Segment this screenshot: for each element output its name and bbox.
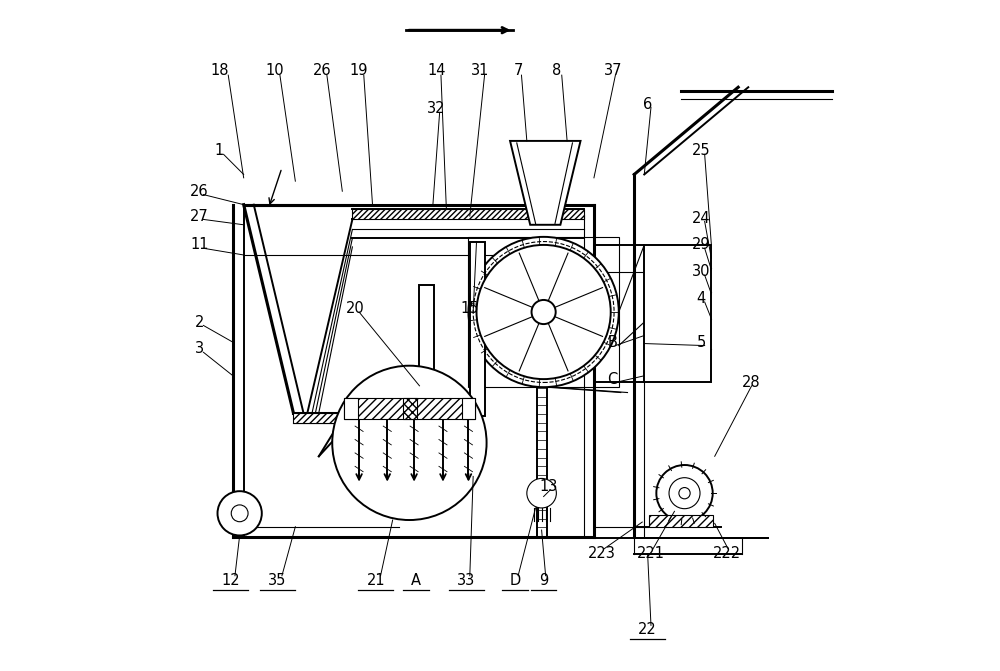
Circle shape <box>532 300 556 324</box>
Text: 18: 18 <box>210 63 229 78</box>
Text: 222: 222 <box>713 546 741 561</box>
Circle shape <box>218 491 262 535</box>
Circle shape <box>468 237 619 387</box>
Text: 14: 14 <box>427 63 446 78</box>
Text: 29: 29 <box>692 238 711 252</box>
Bar <box>352 209 584 219</box>
Text: 9: 9 <box>539 573 548 588</box>
Bar <box>419 285 434 413</box>
Text: 30: 30 <box>692 264 711 279</box>
Bar <box>344 398 358 419</box>
Text: 12: 12 <box>221 573 240 588</box>
Text: 28: 28 <box>742 375 761 390</box>
Text: 33: 33 <box>457 573 476 588</box>
Text: B: B <box>608 335 618 350</box>
Text: 26: 26 <box>190 184 209 199</box>
Circle shape <box>527 478 556 508</box>
Text: 8: 8 <box>552 63 562 78</box>
Text: 4: 4 <box>697 291 706 306</box>
Text: 10: 10 <box>266 63 285 78</box>
Text: 1: 1 <box>215 144 224 158</box>
Text: 221: 221 <box>637 546 665 561</box>
Bar <box>344 398 475 419</box>
Text: 27: 27 <box>190 209 209 223</box>
Text: 11: 11 <box>190 238 209 252</box>
Text: 35: 35 <box>268 573 286 588</box>
Bar <box>403 398 417 419</box>
Text: 3: 3 <box>195 342 204 356</box>
Bar <box>293 413 421 423</box>
Text: 25: 25 <box>692 144 711 158</box>
Text: 2: 2 <box>195 315 204 329</box>
Text: 37: 37 <box>603 63 622 78</box>
Text: 19: 19 <box>350 63 368 78</box>
Text: 21: 21 <box>367 573 385 588</box>
Polygon shape <box>510 141 581 225</box>
Circle shape <box>231 505 248 522</box>
Text: 5: 5 <box>697 335 706 350</box>
Text: D: D <box>509 573 520 588</box>
Text: 32: 32 <box>427 101 446 116</box>
Circle shape <box>656 465 713 521</box>
Text: C: C <box>608 372 618 386</box>
Circle shape <box>477 245 611 379</box>
Text: 26: 26 <box>313 63 331 78</box>
Bar <box>468 237 619 387</box>
Text: 22: 22 <box>638 622 657 637</box>
Circle shape <box>332 366 487 520</box>
Bar <box>649 515 713 527</box>
Bar <box>470 242 485 416</box>
Text: A: A <box>411 573 421 588</box>
Bar <box>644 245 711 382</box>
Text: 24: 24 <box>692 211 711 225</box>
Circle shape <box>679 488 690 499</box>
Text: 15: 15 <box>461 301 479 316</box>
Text: 20: 20 <box>346 301 365 316</box>
Text: 6: 6 <box>643 97 652 111</box>
Text: 31: 31 <box>471 63 489 78</box>
Text: 223: 223 <box>588 546 616 561</box>
Text: 13: 13 <box>539 479 557 494</box>
Bar <box>462 398 475 419</box>
Text: 7: 7 <box>513 63 523 78</box>
Circle shape <box>669 478 700 509</box>
